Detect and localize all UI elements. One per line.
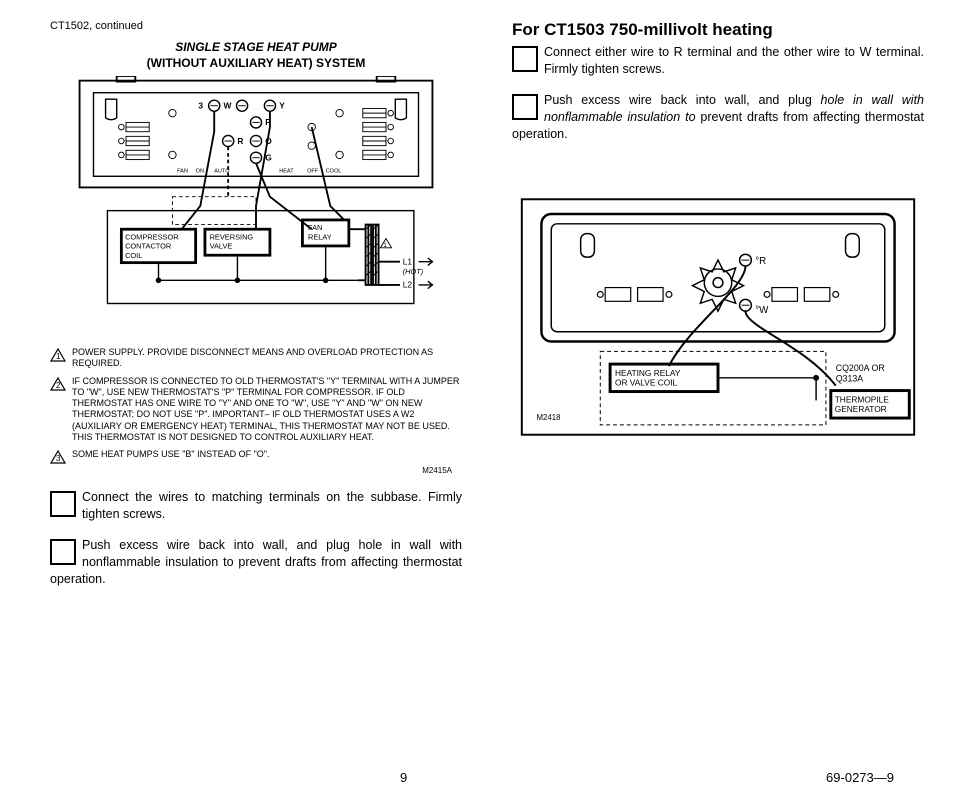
label-cq-1: CQ200A OR [836,363,885,373]
term-3: 3 [198,101,203,111]
label-reversing-2: VALVE [210,242,233,251]
diagram-code-right: M2418 [537,413,562,422]
label-heat: HEAT [279,169,294,175]
page-footer: 9 69-0273—9 [0,770,954,785]
doc-number: 69-0273—9 [826,770,894,785]
checkbox-icon [50,539,76,565]
label-heating-relay-2: OR VALVE COIL [615,378,678,388]
svg-text:2: 2 [56,381,61,390]
term-w: W [224,101,232,111]
svg-text:1: 1 [56,352,61,361]
label-cool: COOL [326,169,342,175]
term-r: R [237,136,243,146]
label-l1: L1 [403,257,413,267]
ct1503-heading: For CT1503 750-millivolt heating [512,20,924,40]
label-fan: FAN [177,169,188,175]
label-on: ON [196,169,204,175]
continued-header: CT1502, continued [50,20,462,32]
label-thermopile-2: GENERATOR [835,405,887,415]
diagram-code-left: M2415A [50,466,462,475]
svg-text:3: 3 [56,454,61,463]
term-g: G [265,153,272,163]
label-reversing-1: REVERSING [210,232,254,241]
label-thermopile-1: THERMOPILE [835,395,890,405]
page-number: 9 [400,770,407,785]
label-compressor-3: COIL [125,251,142,260]
millivolt-diagram: °R °W HEATING RELAY OR VALVE COIL CQ200A… [512,182,924,457]
checkbox-icon [50,491,76,517]
right-step-2: Push excess wire back into wall, and plu… [512,92,924,143]
label-fan-2: RELAY [308,232,332,241]
term-r-right: °R [755,256,766,267]
note-1: 1 POWER SUPPLY. PROVIDE DISCONNECT MEANS… [50,347,462,370]
label-off: OFF [307,169,319,175]
checkbox-icon [512,94,538,120]
label-compressor-1: COMPRESSOR [125,232,179,241]
right-step-1: Connect either wire to R terminal and th… [512,44,924,78]
label-compressor-2: CONTACTOR [125,242,171,251]
label-l2: L2 [403,280,413,290]
diagram-subtitle: (WITHOUT AUXILIARY HEAT) SYSTEM [50,56,462,70]
label-heating-relay-1: HEATING RELAY [615,368,681,378]
left-step-2: Push excess wire back into wall, and plu… [50,537,462,588]
term-w-right: °W [755,305,769,316]
checkbox-icon [512,46,538,72]
left-step-1: Connect the wires to matching terminals … [50,489,462,523]
heat-pump-diagram: 3 W Y P R O G [50,76,462,341]
note-3: 3 SOME HEAT PUMPS USE "B" INSTEAD OF "O"… [50,449,462,464]
label-fan-1: FAN [308,223,322,232]
diagram-title: SINGLE STAGE HEAT PUMP [50,40,462,54]
label-cq-2: Q313A [836,374,864,384]
note-2: 2 IF COMPRESSOR IS CONNECTED TO OLD THER… [50,376,462,444]
svg-text:1: 1 [383,242,387,249]
label-hot: (HOT) [403,267,424,276]
term-y: Y [279,101,285,111]
